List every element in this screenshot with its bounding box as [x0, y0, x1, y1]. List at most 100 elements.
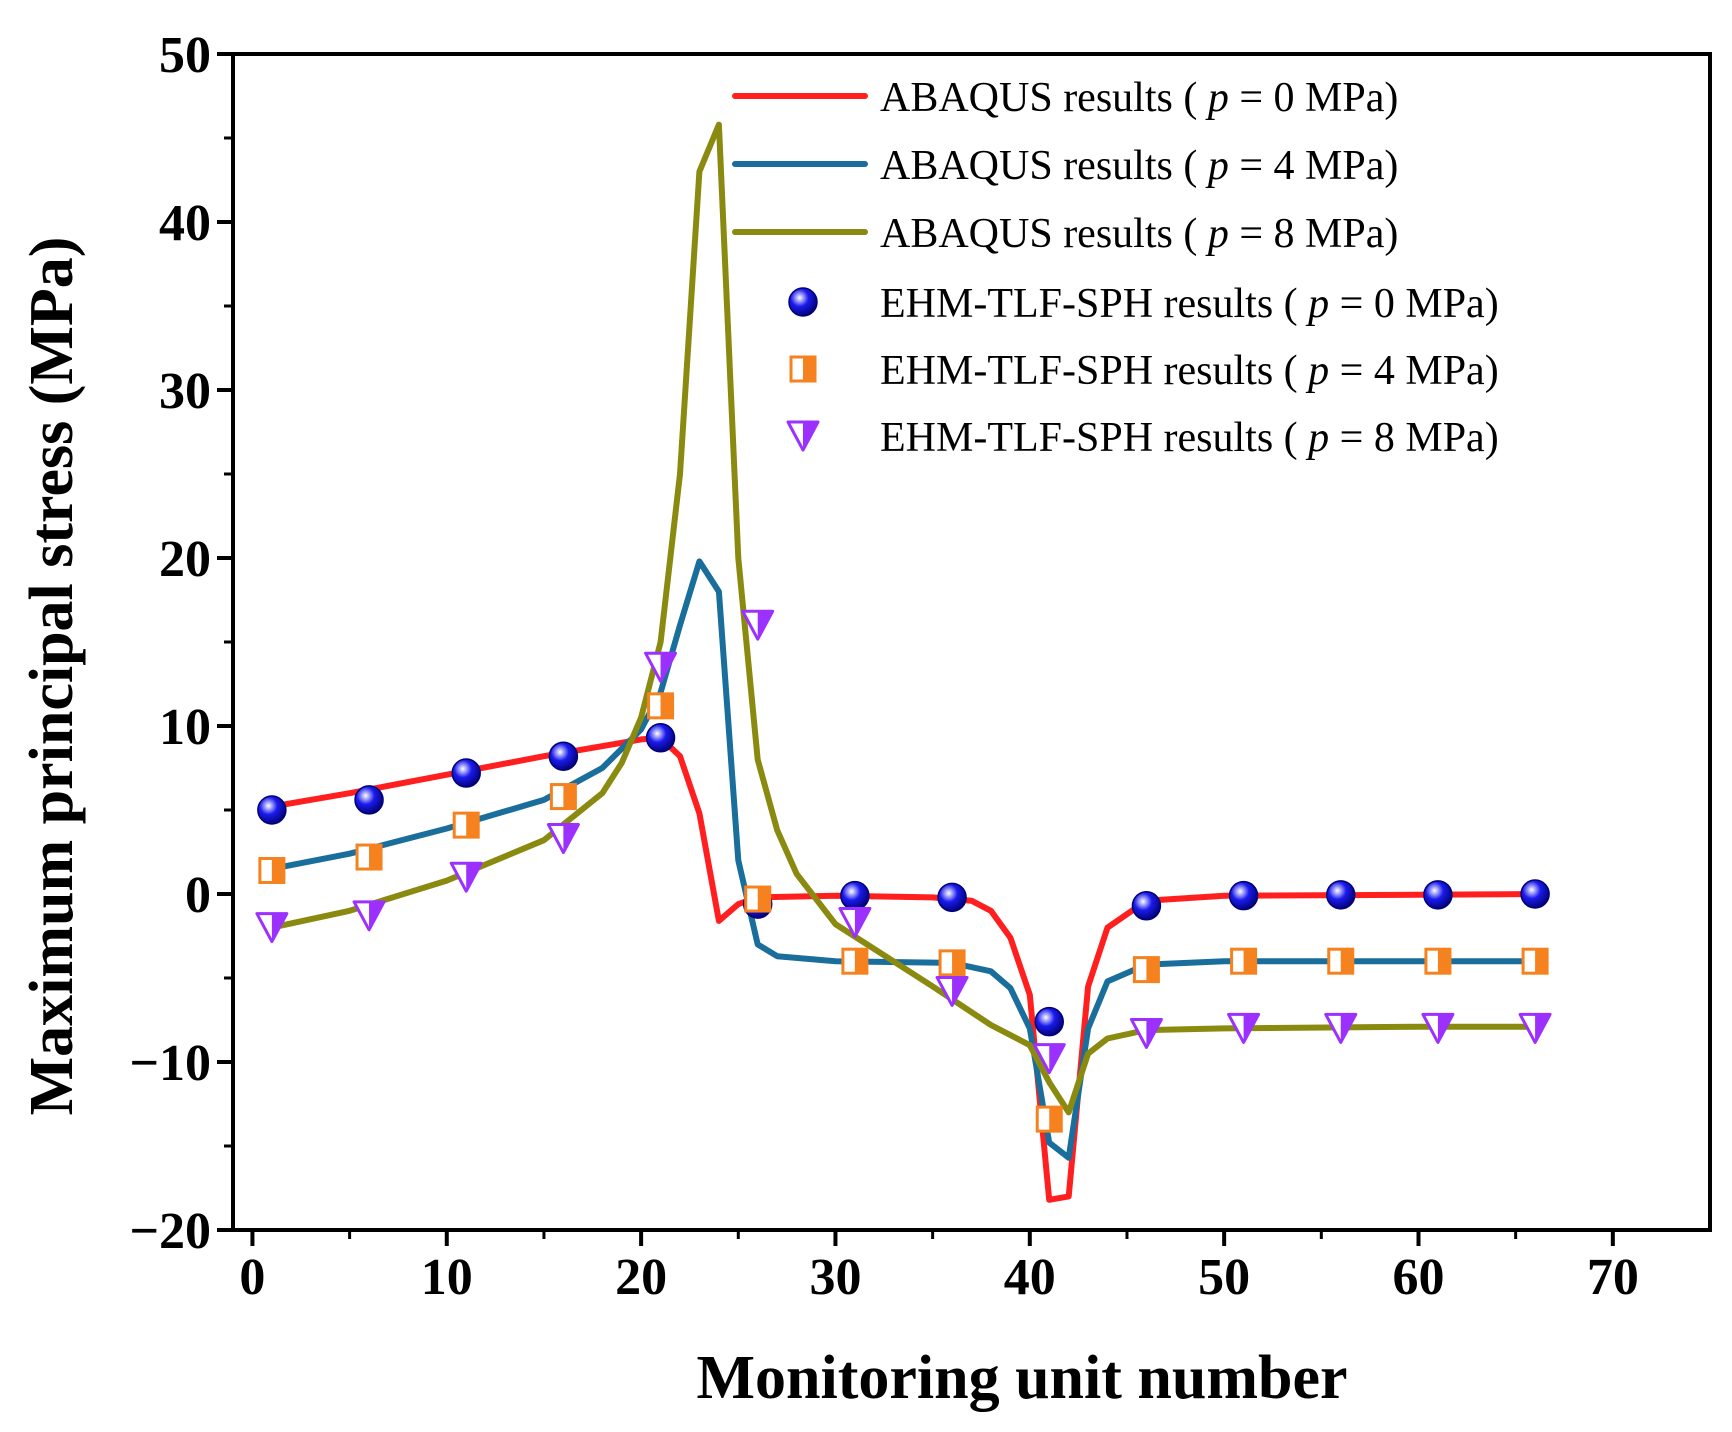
point-sph_p4-36-fill: [952, 950, 965, 975]
point-sph_p4-61-fill: [1437, 949, 1450, 974]
point-sph_p4-41-fill: [1049, 1107, 1062, 1132]
point-sph_p4-26: [744, 885, 772, 913]
point-sph_p0-11: [451, 758, 481, 788]
legend-label-var-sph_p8: p: [1305, 415, 1329, 461]
point-sph_p8-56: [1324, 1012, 1358, 1044]
point-sph_p4-46-fill: [1146, 957, 1159, 982]
point-sph_p8-66-fill: [1535, 1014, 1551, 1043]
point-sph_p8-41-fill: [1049, 1044, 1065, 1073]
x-tick-label-20: 20: [615, 1249, 667, 1306]
legend-swatch-sph_p8-fill: [803, 422, 818, 450]
legend-swatch-sph_p0-shape: [788, 287, 818, 317]
legend: ABAQUS results ( p = 0 MPa)ABAQUS result…: [732, 75, 1499, 461]
point-sph_p0-1-shape: [257, 795, 287, 825]
y-axis-ticks: −20 −10 0 10 20 30 40 50: [129, 27, 233, 1260]
legend-label-suffix-abaqus_p4: = 4 MPa): [1229, 143, 1399, 189]
point-sph_p0-66: [1520, 879, 1550, 909]
legend-entry-abaqus_p0: ABAQUS results ( p = 0 MPa): [732, 75, 1398, 121]
point-sph_p4-16-fill: [563, 784, 576, 809]
point-sph_p8-26-fill: [757, 611, 773, 640]
point-sph_p0-36: [937, 882, 967, 913]
marker-series-layer: [255, 609, 1552, 1133]
point-sph_p8-46: [1129, 1017, 1163, 1049]
y-tick-label-30: 30: [159, 363, 211, 420]
point-sph_p0-16-shape: [548, 741, 579, 771]
point-sph_p8-26: [741, 609, 775, 641]
legend-label-var-abaqus_p4: p: [1205, 143, 1229, 189]
point-sph_p0-21: [645, 723, 676, 753]
legend-label-var-sph_p0: p: [1305, 281, 1329, 327]
point-sph_p4-21-fill: [660, 693, 673, 718]
legend-label-prefix-abaqus_p0: ABAQUS results (: [880, 75, 1208, 121]
legend-swatch-sph_p8: [786, 420, 820, 452]
point-sph_p8-1: [255, 912, 289, 944]
point-sph_p4-51-fill: [1243, 949, 1256, 974]
legend-entry-sph_p8: EHM-TLF-SPH results ( p = 8 MPa): [786, 415, 1499, 461]
legend-label-abaqus_p0: ABAQUS results ( p = 0 MPa): [880, 75, 1398, 121]
legend-label-prefix-abaqus_p4: ABAQUS results (: [880, 143, 1208, 189]
legend-label-prefix-abaqus_p8: ABAQUS results (: [880, 211, 1208, 257]
point-sph_p4-51: [1230, 947, 1258, 975]
y-tick-label-40: 40: [159, 195, 211, 252]
point-sph_p4-6: [355, 843, 383, 871]
x-tick-label-60: 60: [1392, 1249, 1444, 1306]
y-tick-label-10: 10: [159, 699, 211, 756]
x-tick-label-30: 30: [809, 1249, 861, 1306]
point-sph_p4-56: [1327, 947, 1355, 975]
legend-label-sph_p0: EHM-TLF-SPH results ( p = 0 MPa): [880, 281, 1499, 327]
legend-entry-sph_p4: EHM-TLF-SPH results ( p = 4 MPa): [789, 348, 1499, 394]
line-abaqus_p4: [268, 558, 1539, 1161]
point-sph_p8-61: [1421, 1012, 1455, 1044]
point-sph_p4-31-fill: [854, 949, 867, 974]
point-sph_p0-1: [257, 795, 287, 825]
point-sph_p8-11: [449, 861, 483, 893]
point-sph_p8-6-fill: [369, 901, 385, 930]
point-sph_p4-16: [549, 783, 577, 811]
point-sph_p8-21-fill: [660, 653, 676, 682]
y-tick-label-50: 50: [159, 27, 211, 84]
legend-label-suffix-abaqus_p8: = 8 MPa): [1229, 211, 1399, 257]
y-axis-title: Maximum principal stress (MPa): [18, 237, 86, 1116]
point-sph_p8-36: [935, 975, 969, 1007]
point-sph_p0-21-shape: [645, 723, 676, 753]
point-sph_p8-16: [546, 823, 580, 855]
point-sph_p8-11-fill: [466, 863, 482, 892]
point-sph_p0-31-shape: [840, 880, 870, 911]
point-sph_p0-66-shape: [1520, 879, 1550, 909]
legend-label-abaqus_p8: ABAQUS results ( p = 8 MPa): [880, 211, 1398, 257]
y-tick-label-0: 0: [185, 867, 211, 924]
y-tick-label-20: 20: [159, 531, 211, 588]
point-sph_p4-56-fill: [1340, 949, 1353, 974]
point-sph_p4-66: [1521, 947, 1549, 975]
point-sph_p0-46-shape: [1131, 891, 1162, 921]
point-sph_p4-61: [1424, 947, 1452, 975]
legend-swatch-sph_p4-fill: [803, 357, 815, 381]
point-sph_p0-11-shape: [451, 758, 481, 788]
point-sph_p0-36-shape: [937, 882, 967, 913]
point-sph_p8-46-fill: [1146, 1019, 1162, 1048]
point-sph_p8-16-fill: [563, 824, 579, 853]
x-axis-title: Monitoring unit number: [696, 1344, 1347, 1412]
point-sph_p8-41: [1032, 1043, 1066, 1075]
point-sph_p8-51: [1227, 1012, 1261, 1044]
point-sph_p8-21: [644, 651, 678, 683]
point-sph_p8-36-fill: [952, 977, 968, 1006]
point-sph_p4-6-fill: [369, 845, 382, 870]
point-sph_p8-61-fill: [1437, 1014, 1453, 1043]
legend-label-sph_p4: EHM-TLF-SPH results ( p = 4 MPa): [880, 348, 1499, 394]
point-sph_p0-46: [1131, 891, 1162, 921]
point-sph_p8-6: [352, 900, 386, 932]
point-sph_p4-26-fill: [757, 887, 770, 912]
point-sph_p8-66: [1518, 1012, 1552, 1044]
legend-entry-sph_p0: EHM-TLF-SPH results ( p = 0 MPa): [788, 281, 1499, 327]
point-sph_p0-6-shape: [354, 785, 384, 815]
legend-label-prefix-sph_p4: EHM-TLF-SPH results (: [880, 348, 1308, 394]
line-abaqus_p8: [268, 121, 1539, 1116]
x-tick-label-0: 0: [239, 1249, 265, 1306]
point-sph_p4-21: [647, 692, 675, 720]
legend-label-suffix-sph_p0: = 0 MPa): [1329, 281, 1499, 327]
legend-label-abaqus_p4: ABAQUS results ( p = 4 MPa): [880, 143, 1398, 189]
point-sph_p8-31: [838, 907, 872, 939]
